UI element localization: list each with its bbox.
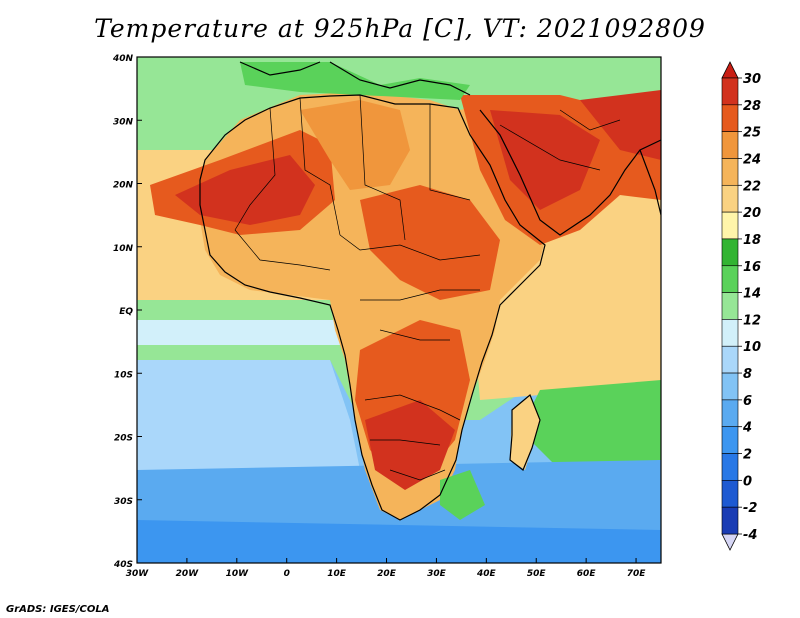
legend-label: 28 <box>743 99 761 114</box>
south-tip-green <box>440 470 485 520</box>
lat-tick-label: 30S <box>114 497 133 507</box>
lon-tick-label: 60E <box>577 569 597 579</box>
legend-top-arrow <box>721 61 739 79</box>
iran-core <box>580 90 661 160</box>
legend-swatch <box>721 131 739 159</box>
sahara-core <box>175 155 315 225</box>
sudan-hot <box>360 185 500 300</box>
chart-title: Temperature at 925hPa [C], VT: 202109280… <box>94 14 706 43</box>
eq-inner <box>137 320 350 345</box>
legend-label: 8 <box>743 367 752 382</box>
africa-coast <box>199 94 546 521</box>
legend-swatch <box>721 506 739 535</box>
lon-tick-label: 10W <box>226 569 250 579</box>
legend-swatch <box>721 211 739 240</box>
lon-tick-label: 30E <box>427 569 447 579</box>
legend-swatch <box>721 372 739 401</box>
lat-tick-label: 10S <box>114 370 133 380</box>
legend-bottom-arrow <box>721 533 739 551</box>
north-africa-hot <box>300 100 410 190</box>
legend-swatch <box>721 453 739 481</box>
arabia-coast <box>479 109 661 236</box>
legend-swatch <box>721 319 739 347</box>
legend-swatch <box>721 77 739 106</box>
lon-tick-label: 10E <box>327 569 347 579</box>
indian-ocean-green <box>520 380 661 470</box>
legend-swatch <box>721 104 739 132</box>
legend-label: 12 <box>743 313 761 328</box>
south-atlantic <box>137 360 360 470</box>
legend-swatch <box>721 345 739 374</box>
legend-label: 24 <box>743 152 761 167</box>
lat-axis: 40N 30N 20N 10N EQ 10S 20S 30S 40S <box>112 54 142 570</box>
indian-ocean-warm <box>470 260 661 400</box>
legend-label: 22 <box>743 179 761 194</box>
lon-tick-label: 40E <box>476 569 497 579</box>
far-south <box>137 520 661 563</box>
temperature-field <box>137 57 661 563</box>
legend-label: 14 <box>743 287 761 302</box>
lat-tick-label: EQ <box>119 307 133 317</box>
mediterranean <box>240 62 470 100</box>
southern-africa-core <box>365 400 455 490</box>
country-borders <box>234 94 621 481</box>
lon-tick-label: 50E <box>527 569 547 579</box>
lat-tick-label: 40S <box>113 560 133 570</box>
legend-swatch <box>721 399 739 428</box>
legend-label: 25 <box>743 126 761 141</box>
lon-tick-label: 20W <box>176 569 200 579</box>
lon-tick-label: 0 <box>284 569 290 579</box>
legend-label: -4 <box>743 528 757 543</box>
legend-label: 30 <box>743 72 761 87</box>
legend-label: 4 <box>742 421 752 436</box>
madagascar <box>510 395 540 470</box>
lon-tick-label: 70E <box>627 569 647 579</box>
legend-swatch <box>721 426 739 454</box>
lon-tick-label: 30W <box>126 569 150 579</box>
legend-swatch <box>721 292 739 320</box>
legend-label: -2 <box>743 501 757 516</box>
legend-swatch <box>721 158 739 186</box>
madagascar-coast <box>509 394 541 471</box>
legend-label: 20 <box>743 206 761 221</box>
legend-swatch <box>721 184 739 213</box>
legend-label: 10 <box>743 340 761 355</box>
legend-label: 2 <box>743 448 752 463</box>
legend-label: 16 <box>743 260 761 275</box>
lat-tick-label: 10N <box>113 244 134 254</box>
lat-tick-label: 20N <box>113 181 134 191</box>
legend-swatch <box>721 238 739 267</box>
legend-label: 18 <box>743 233 761 248</box>
legend-label: 0 <box>743 474 752 489</box>
europe-coast <box>239 61 471 96</box>
legend-label: 6 <box>743 394 752 409</box>
legend-swatch <box>721 480 739 508</box>
lon-axis: 30W 20W 10W 0 10E 20E 30E 40E 50E 60E 70E <box>126 558 646 579</box>
lat-tick-label: 40N <box>112 54 134 64</box>
lat-tick-label: 30N <box>113 117 134 127</box>
india-coast <box>639 149 661 216</box>
lat-tick-label: 20S <box>114 434 133 444</box>
legend-swatch <box>721 265 739 293</box>
credit-label: GrADS: IGES/COLA <box>6 604 110 615</box>
lon-tick-label: 20E <box>377 569 397 579</box>
coastlines <box>199 61 661 521</box>
